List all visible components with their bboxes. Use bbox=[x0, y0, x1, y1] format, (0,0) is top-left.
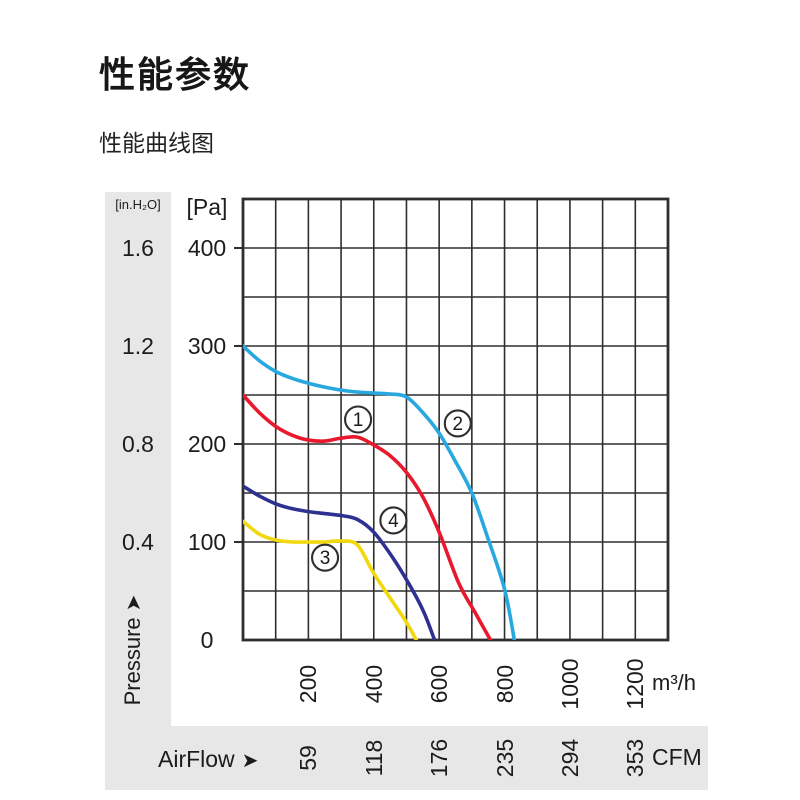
cfm-tick-label: 294 bbox=[556, 738, 583, 778]
pa-tick-label: 200 bbox=[187, 431, 227, 457]
svg-text:1: 1 bbox=[353, 410, 364, 431]
curve-label-3: 3 bbox=[311, 543, 340, 572]
cfm-tick-label: 59 bbox=[295, 745, 322, 771]
pa-tick-label: 100 bbox=[187, 529, 227, 555]
airflow-axis-label: AirFlow ➤ bbox=[158, 746, 258, 773]
plot-frame bbox=[241, 197, 670, 642]
inh2o-tick-label: 1.2 bbox=[122, 333, 154, 359]
m3h-tick-label: 1200 bbox=[622, 658, 649, 710]
m3h-tick-label: 400 bbox=[360, 664, 387, 704]
pa-tick-label: 0 bbox=[200, 627, 214, 653]
inh2o-tick-label: 0.4 bbox=[122, 529, 154, 555]
cfm-tick-label: 235 bbox=[491, 738, 518, 778]
curve-2 bbox=[243, 344, 517, 640]
section-subtitle: 性能曲线图 bbox=[99, 130, 214, 156]
pressure-axis-band bbox=[105, 192, 171, 790]
up-arrow-icon: ➤ bbox=[123, 594, 145, 612]
pa-tick-label: 300 bbox=[187, 333, 227, 359]
cfm-tick-label: 118 bbox=[360, 739, 387, 777]
svg-text:2: 2 bbox=[452, 414, 463, 435]
curve-label-4: 4 bbox=[379, 506, 408, 535]
page-title: 性能参数 bbox=[99, 54, 252, 95]
airflow-axis-label-text: AirFlow bbox=[158, 746, 235, 772]
curve-3 bbox=[243, 519, 419, 640]
right-arrow-icon: ➤ bbox=[241, 750, 259, 772]
cfm-tick-label: 353 bbox=[622, 738, 649, 778]
y-axis-primary-unit: [Pa] bbox=[186, 194, 228, 220]
airflow-axis-band bbox=[171, 726, 708, 790]
pressure-axis-label: Pressure ➤ bbox=[119, 564, 147, 736]
m3h-tick-label: 200 bbox=[295, 664, 322, 704]
x-axis-primary-unit: m³/h bbox=[652, 670, 696, 695]
m3h-tick-label: 1000 bbox=[556, 658, 583, 710]
m3h-tick-label: 600 bbox=[426, 664, 453, 704]
x-axis-secondary-unit: CFM bbox=[652, 744, 702, 770]
pressure-axis-label-text: Pressure bbox=[120, 617, 145, 706]
cfm-tick-label: 176 bbox=[426, 738, 453, 778]
curve-label-2: 2 bbox=[443, 409, 472, 438]
y-axis-secondary-unit: [in.H₂O] bbox=[115, 197, 161, 212]
m3h-tick-label: 800 bbox=[491, 664, 518, 704]
inh2o-tick-label: 1.6 bbox=[122, 235, 154, 261]
svg-text:4: 4 bbox=[388, 511, 399, 532]
curve-1 bbox=[243, 393, 493, 640]
pa-tick-label: 400 bbox=[187, 235, 227, 261]
svg-text:3: 3 bbox=[320, 548, 331, 569]
curve-label-1: 1 bbox=[344, 405, 373, 434]
inh2o-tick-label: 0.8 bbox=[122, 431, 154, 457]
curve-4 bbox=[243, 484, 437, 640]
